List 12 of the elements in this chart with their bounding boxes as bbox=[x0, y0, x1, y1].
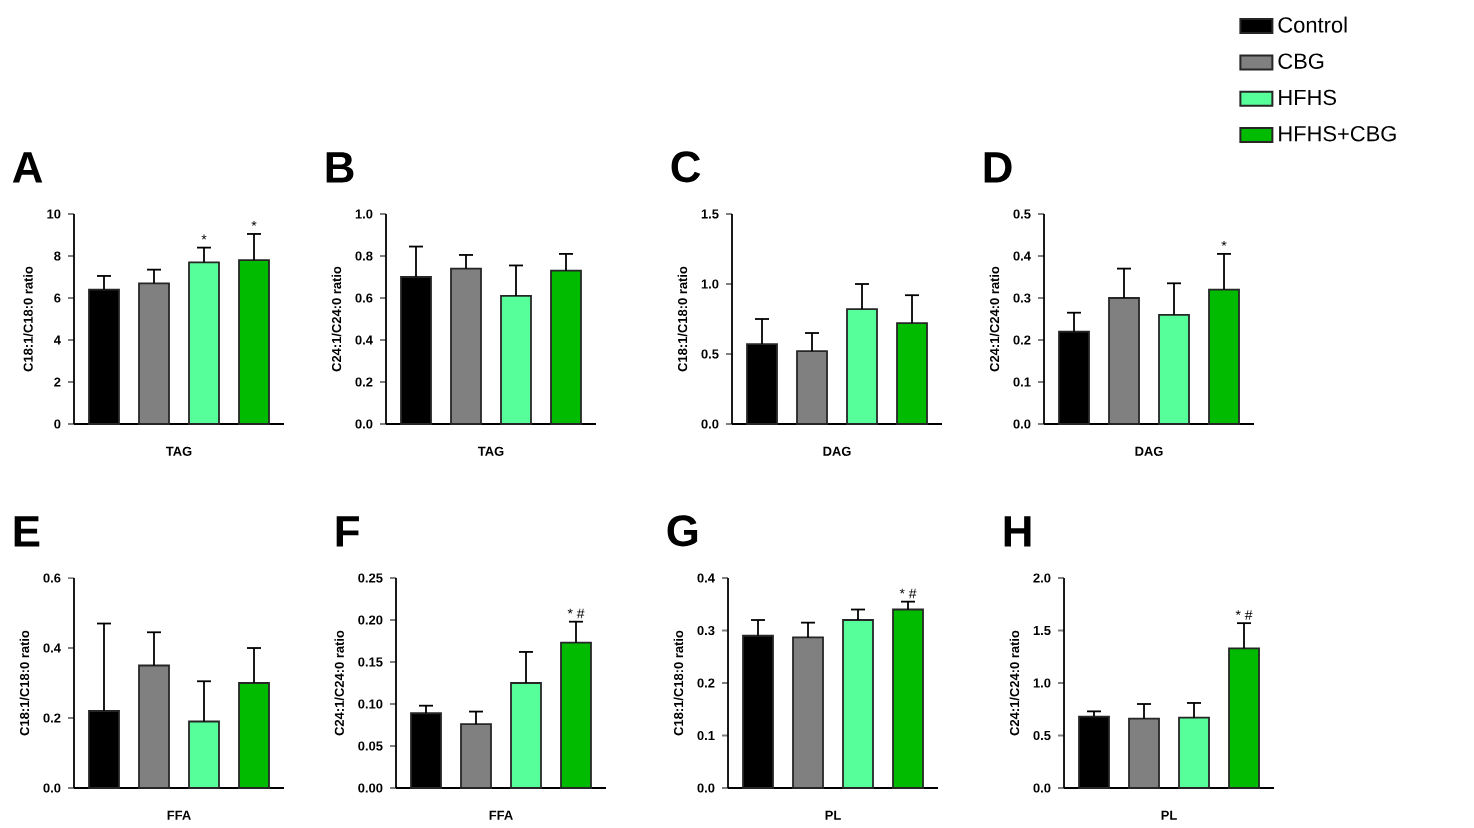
chart-title: H bbox=[1004, 516, 1031, 547]
chart-title: A bbox=[12, 152, 43, 183]
chart-title: B bbox=[326, 152, 354, 183]
legend-label: CBG bbox=[1278, 53, 1324, 69]
legend-label: Control bbox=[1278, 16, 1347, 33]
legend-label: HFHS bbox=[1279, 89, 1336, 106]
chart-title: D bbox=[984, 152, 1012, 183]
chart-title: G bbox=[667, 515, 698, 547]
chart-title: F bbox=[336, 516, 359, 547]
legend-label: HFHS+CBG bbox=[1279, 125, 1396, 142]
chart-title: C bbox=[671, 151, 701, 183]
chart-title: E bbox=[14, 516, 40, 547]
